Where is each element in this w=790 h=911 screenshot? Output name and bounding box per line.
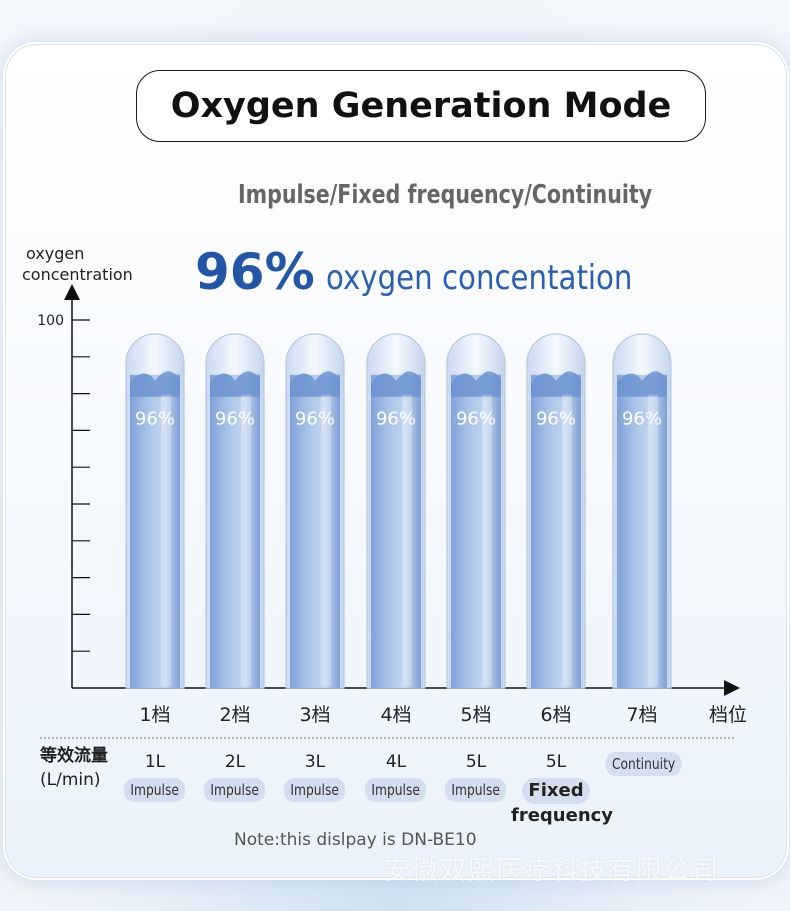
y-axis-label-line1: oxygen	[26, 244, 85, 263]
x-tick-labels: 1档 2档 3档 4档 5档 6档 7档 档位	[139, 704, 747, 726]
mode-label-line1: Fixed	[522, 778, 590, 804]
y-axis-label-line2: concentration	[22, 265, 133, 284]
flow-value: 1L	[144, 752, 166, 772]
bar-wave	[130, 371, 180, 397]
bar: 96%	[205, 333, 265, 689]
bars: 96% 96% 96% 96% 96% 96% 96%	[125, 333, 672, 689]
y-axis-arrow	[64, 284, 80, 300]
bar-highlight	[321, 394, 331, 686]
x-tick-label: 2档	[219, 704, 250, 726]
bar-highlight	[562, 394, 572, 686]
bar-wave	[531, 371, 581, 397]
flow-label: 等效流量 (L/min)	[40, 744, 108, 792]
page-title: Oxygen Generation Mode	[170, 86, 672, 126]
flow-column: 5L Impulse	[431, 752, 521, 802]
bar-wave	[210, 371, 260, 397]
bar-data-label: 96%	[135, 409, 175, 430]
bar-highlight	[241, 394, 251, 686]
x-tick-label: 5档	[460, 704, 491, 726]
y-tick-label: 100	[37, 313, 64, 329]
mode-label: Impulse	[284, 778, 346, 802]
headline-value: 96%	[195, 243, 315, 301]
bar-data-label: 96%	[622, 409, 662, 430]
headline: 96% oxygen concentation	[195, 243, 682, 301]
flow-value: 4L	[385, 752, 407, 772]
bar: 96%	[612, 333, 672, 689]
bar: 96%	[125, 333, 185, 689]
x-axis-label: 档位	[709, 704, 747, 726]
x-tick-label: 7档	[626, 704, 657, 726]
note: Note:this dislpay is DN-BE10	[234, 830, 477, 850]
bar-highlight	[161, 394, 171, 686]
bar-fill	[531, 374, 581, 688]
mode-label: Impulse	[445, 778, 507, 802]
bar-data-label: 96%	[456, 409, 496, 430]
bar-fill	[210, 374, 260, 688]
y-axis-label: oxygen concentration	[22, 243, 172, 285]
x-tick-label: 6档	[540, 704, 571, 726]
flow-column: 4L Impulse	[351, 752, 441, 802]
flow-column: Continuity	[597, 752, 687, 776]
bar-highlight	[482, 394, 492, 686]
bar: 96%	[446, 333, 506, 689]
mode-label: Impulse	[365, 778, 427, 802]
bar-fill	[371, 374, 421, 688]
bar: 96%	[285, 333, 345, 689]
flow-value: 3L	[304, 752, 326, 772]
mode-label: Impulse	[124, 778, 186, 802]
bar: 96%	[526, 333, 586, 689]
bar-fill	[451, 374, 501, 688]
flow-column: 2L Impulse	[190, 752, 280, 802]
x-tick-label: 1档	[139, 704, 170, 726]
watermark: 安徽双熙医疗科技有限公司	[384, 856, 721, 886]
bar-wave	[617, 371, 667, 397]
mode-label-line2: frequency	[511, 805, 614, 826]
bar-data-label: 96%	[376, 409, 416, 430]
flow-column: 5L Fixed frequency	[511, 752, 613, 828]
flow-column: 3L Impulse	[270, 752, 360, 802]
subtitle: Impulse/Fixed frequency/Continuity	[238, 180, 653, 210]
bar: 96%	[366, 333, 426, 689]
x-tick-label: 3档	[299, 704, 330, 726]
mode-label: Continuity	[605, 752, 682, 776]
bar-wave	[451, 371, 501, 397]
mode-label: Impulse	[204, 778, 266, 802]
bar-data-label: 96%	[295, 409, 335, 430]
bar-highlight	[648, 394, 658, 686]
bar-data-label: 96%	[215, 409, 255, 430]
bar-wave	[290, 371, 340, 397]
bar-fill	[130, 374, 180, 688]
flow-value: 5L	[545, 752, 567, 772]
headline-text: oxygen concentation	[325, 258, 633, 298]
bar-wave	[371, 371, 421, 397]
bar-highlight	[402, 394, 412, 686]
flow-column: 1L Impulse	[110, 752, 200, 802]
bar-fill	[617, 374, 667, 688]
flow-value: 5L	[465, 752, 487, 772]
flow-value: 2L	[224, 752, 246, 772]
flow-label-line1: 等效流量	[40, 746, 108, 766]
flow-label-line2: (L/min)	[40, 770, 101, 790]
bar-fill	[290, 374, 340, 688]
title-box: Oxygen Generation Mode	[136, 70, 706, 142]
bar-data-label: 96%	[536, 409, 576, 430]
x-axis-arrow	[724, 680, 740, 696]
x-tick-label: 4档	[380, 704, 411, 726]
mode-label: Fixed frequency	[511, 778, 613, 828]
